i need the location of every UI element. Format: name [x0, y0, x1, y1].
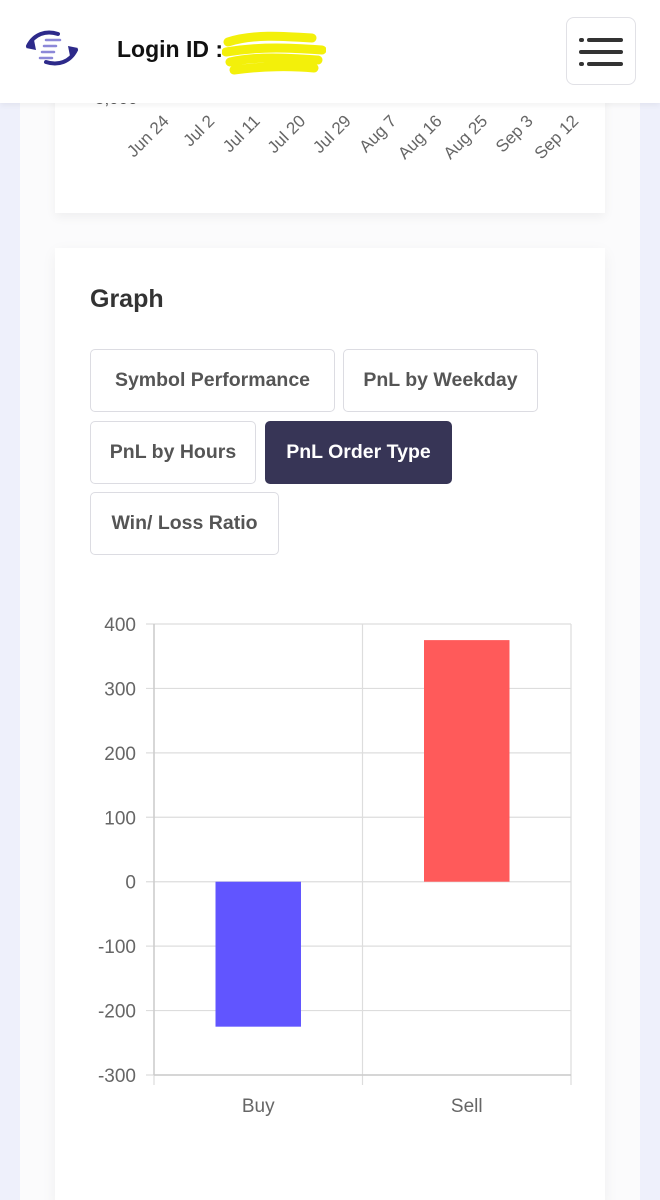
app-header: Login ID : — [0, 0, 660, 103]
menu-bar-dot — [579, 62, 584, 66]
bar-chart-svg: 400 300 200 100 0 -100 -200 -300 Buy Sell — [98, 615, 572, 1117]
menu-bar — [587, 38, 623, 42]
y-tick-label: 200 — [104, 744, 136, 765]
tab-pnl-by-hours[interactable]: PnL by Hours — [90, 421, 256, 484]
y-tick-label: -300 — [98, 1066, 136, 1087]
x-tick-label: Aug 25 — [440, 111, 492, 163]
y-tick-label: 400 — [104, 615, 136, 636]
graph-title: Graph — [90, 285, 164, 313]
bar-buy[interactable] — [215, 881, 301, 1027]
tab-win-loss-ratio[interactable]: Win/ Loss Ratio — [90, 492, 279, 555]
menu-bar-dot — [579, 38, 584, 42]
menu-bar — [579, 50, 623, 54]
login-id-text: Login ID : — [117, 36, 224, 62]
x-tick-label: Jun 24 — [123, 111, 173, 161]
y-tick-label: -200 — [98, 1002, 136, 1023]
x-tick-label: Aug 16 — [394, 111, 446, 163]
x-tick-label: Sell — [451, 1096, 483, 1117]
x-tick-label: Jul 20 — [264, 111, 310, 157]
trading-arrows-logo-icon[interactable] — [24, 24, 80, 72]
graph-card: Graph Symbol Performance PnL by Weekday … — [55, 248, 605, 1200]
tab-pnl-by-weekday[interactable]: PnL by Weekday — [343, 349, 538, 412]
bar-sell[interactable] — [424, 640, 510, 882]
menu-bar — [587, 62, 623, 66]
tab-pnl-order-type[interactable]: PnL Order Type — [265, 421, 452, 484]
x-tick-label: Jul 11 — [219, 111, 264, 156]
y-tick-label: 100 — [104, 808, 136, 829]
pnl-order-type-chart: 400 300 200 100 0 -100 -200 -300 Buy Sell — [55, 598, 605, 1128]
x-tick-label: Buy — [242, 1096, 275, 1117]
hamburger-menu-button[interactable] — [566, 17, 636, 85]
y-tick-label: -100 — [98, 937, 136, 958]
x-tick-label: Jul 2 — [179, 111, 218, 150]
login-id-label: Login ID : — [117, 36, 223, 63]
redaction-scribble — [222, 31, 326, 75]
x-tick-label: Sep 12 — [531, 111, 583, 163]
y-tick-label: 0 — [125, 873, 136, 894]
x-tick-label: Jul 29 — [309, 111, 355, 157]
y-tick-label: 300 — [104, 679, 136, 700]
tab-symbol-performance[interactable]: Symbol Performance — [90, 349, 335, 412]
